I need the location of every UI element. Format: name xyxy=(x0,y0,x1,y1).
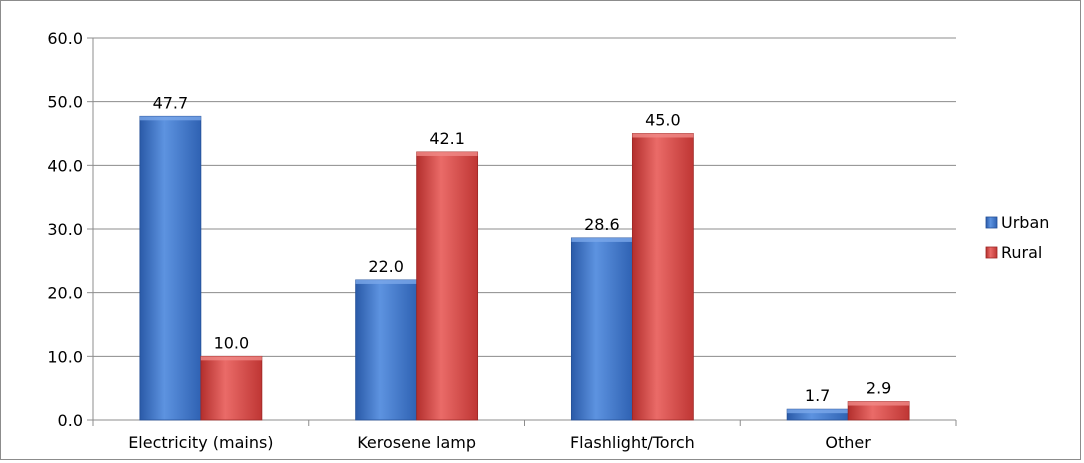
bar-urban-2 xyxy=(570,237,633,421)
bar-top-highlight xyxy=(571,237,633,242)
bar-top-highlight xyxy=(355,279,417,284)
data-label: 45.0 xyxy=(645,111,681,130)
legend: Urban Rural xyxy=(985,213,1049,262)
legend-swatch-urban xyxy=(985,216,998,229)
legend-swatch-rural xyxy=(985,246,998,259)
data-label: 42.1 xyxy=(429,129,465,148)
bar-top-highlight xyxy=(787,409,849,414)
y-tick-label: 20.0 xyxy=(47,284,83,303)
bar-top-highlight xyxy=(416,151,478,156)
y-tick-label: 50.0 xyxy=(47,93,83,112)
y-tick-label: 30.0 xyxy=(47,220,83,239)
x-category-label: Other xyxy=(825,433,871,452)
bar-top-highlight xyxy=(200,356,262,361)
data-label: 28.6 xyxy=(584,215,620,234)
x-category-label: Electricity (mains) xyxy=(128,433,273,452)
data-label: 10.0 xyxy=(214,333,250,352)
y-tick-label: 60.0 xyxy=(47,29,83,48)
bar-top-highlight xyxy=(632,133,694,138)
data-label: 22.0 xyxy=(368,257,404,276)
x-category-label: Kerosene lamp xyxy=(357,433,476,452)
data-label: 47.7 xyxy=(153,93,189,112)
data-label: 2.9 xyxy=(866,379,891,398)
legend-label-rural: Rural xyxy=(1001,243,1042,262)
x-category-label: Flashlight/Torch xyxy=(570,433,695,452)
gridlines xyxy=(93,37,956,357)
y-tick-label: 0.0 xyxy=(58,411,83,430)
bar-urban-0 xyxy=(139,115,202,421)
labels: 0.0 10.0 20.0 30.0 40.0 50.0 60.0 47.7 10.0 Elect… xyxy=(47,29,891,452)
bar-top-highlight xyxy=(848,401,910,406)
legend-label-urban: Urban xyxy=(1001,213,1049,232)
bar-urban-1 xyxy=(355,279,418,421)
bars xyxy=(139,115,910,421)
data-label: 1.7 xyxy=(805,386,830,405)
bar-top-highlight xyxy=(139,116,201,121)
bar-rural-1 xyxy=(416,151,479,421)
y-tick-label: 10.0 xyxy=(47,347,83,366)
bar-rural-2 xyxy=(631,133,694,421)
bar-rural-0 xyxy=(200,355,263,421)
y-tick-label: 40.0 xyxy=(47,156,83,175)
